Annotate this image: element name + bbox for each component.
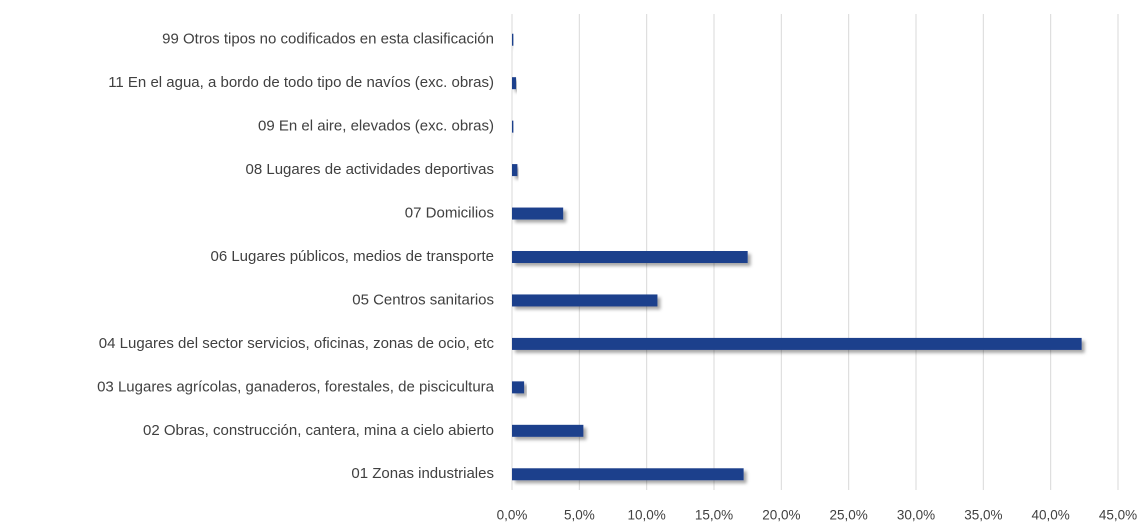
- bar: [512, 164, 518, 177]
- x-tick-label: 10,0%: [628, 508, 666, 523]
- y-tick-label: 01 Zonas industriales: [351, 465, 494, 482]
- x-tick-label: 15,0%: [695, 508, 733, 523]
- bar: [512, 207, 564, 220]
- x-tick-label: 35,0%: [964, 508, 1002, 523]
- y-tick-label: 09 En el aire, elevados (exc. obras): [258, 118, 494, 135]
- x-tick-label: 40,0%: [1032, 508, 1070, 523]
- x-tick-label: 30,0%: [897, 508, 935, 523]
- x-tick-label: 0,0%: [497, 508, 528, 523]
- y-tick-label: 99 Otros tipos no codificados en esta cl…: [162, 31, 494, 48]
- x-tick-label: 45,0%: [1099, 508, 1137, 523]
- bar: [512, 251, 748, 263]
- y-tick-label: 06 Lugares públicos, medios de transport…: [210, 248, 494, 265]
- bar: [512, 77, 517, 90]
- bar: [512, 120, 514, 133]
- y-tick-label: 04 Lugares del sector servicios, oficina…: [99, 335, 495, 352]
- x-tick-label: 25,0%: [830, 508, 868, 523]
- bar: [512, 468, 744, 481]
- bar: [512, 381, 525, 394]
- y-tick-label: 08 Lugares de actividades deportivas: [246, 161, 495, 178]
- y-tick-label: 07 Domicilios: [405, 205, 494, 222]
- bar: [512, 294, 658, 307]
- y-tick-label: 05 Centros sanitarios: [352, 291, 494, 308]
- x-tick-label: 5,0%: [564, 508, 595, 523]
- x-tick-label: 20,0%: [762, 508, 800, 523]
- y-tick-label: 11 En el agua, a bordo de todo tipo de n…: [108, 74, 494, 91]
- bar: [512, 337, 1082, 350]
- bar: [512, 424, 584, 437]
- y-tick-label: 02 Obras, construcción, cantera, mina a …: [143, 422, 494, 439]
- bar: [512, 33, 514, 46]
- y-tick-label: 03 Lugares agrícolas, ganaderos, foresta…: [97, 378, 495, 395]
